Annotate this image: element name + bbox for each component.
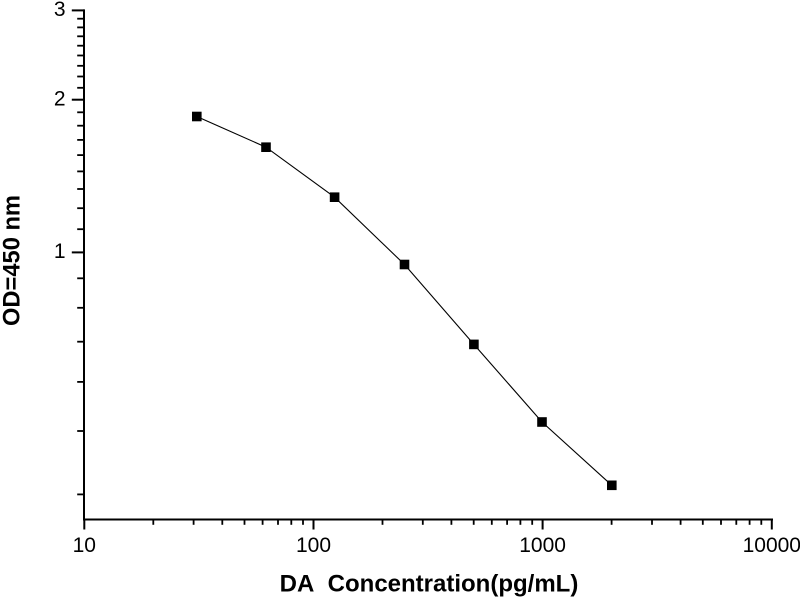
- svg-text:10000: 10000: [743, 534, 800, 557]
- svg-text:3: 3: [54, 0, 66, 21]
- svg-text:100: 100: [296, 534, 331, 557]
- svg-text:2: 2: [54, 88, 66, 111]
- svg-text:OD=450 nm: OD=450 nm: [0, 195, 26, 326]
- svg-text:1000: 1000: [519, 534, 566, 557]
- svg-text:10: 10: [73, 534, 96, 557]
- svg-text:1: 1: [54, 240, 66, 263]
- svg-text:DA Concentration(pg/mL): DA Concentration(pg/mL): [280, 571, 579, 598]
